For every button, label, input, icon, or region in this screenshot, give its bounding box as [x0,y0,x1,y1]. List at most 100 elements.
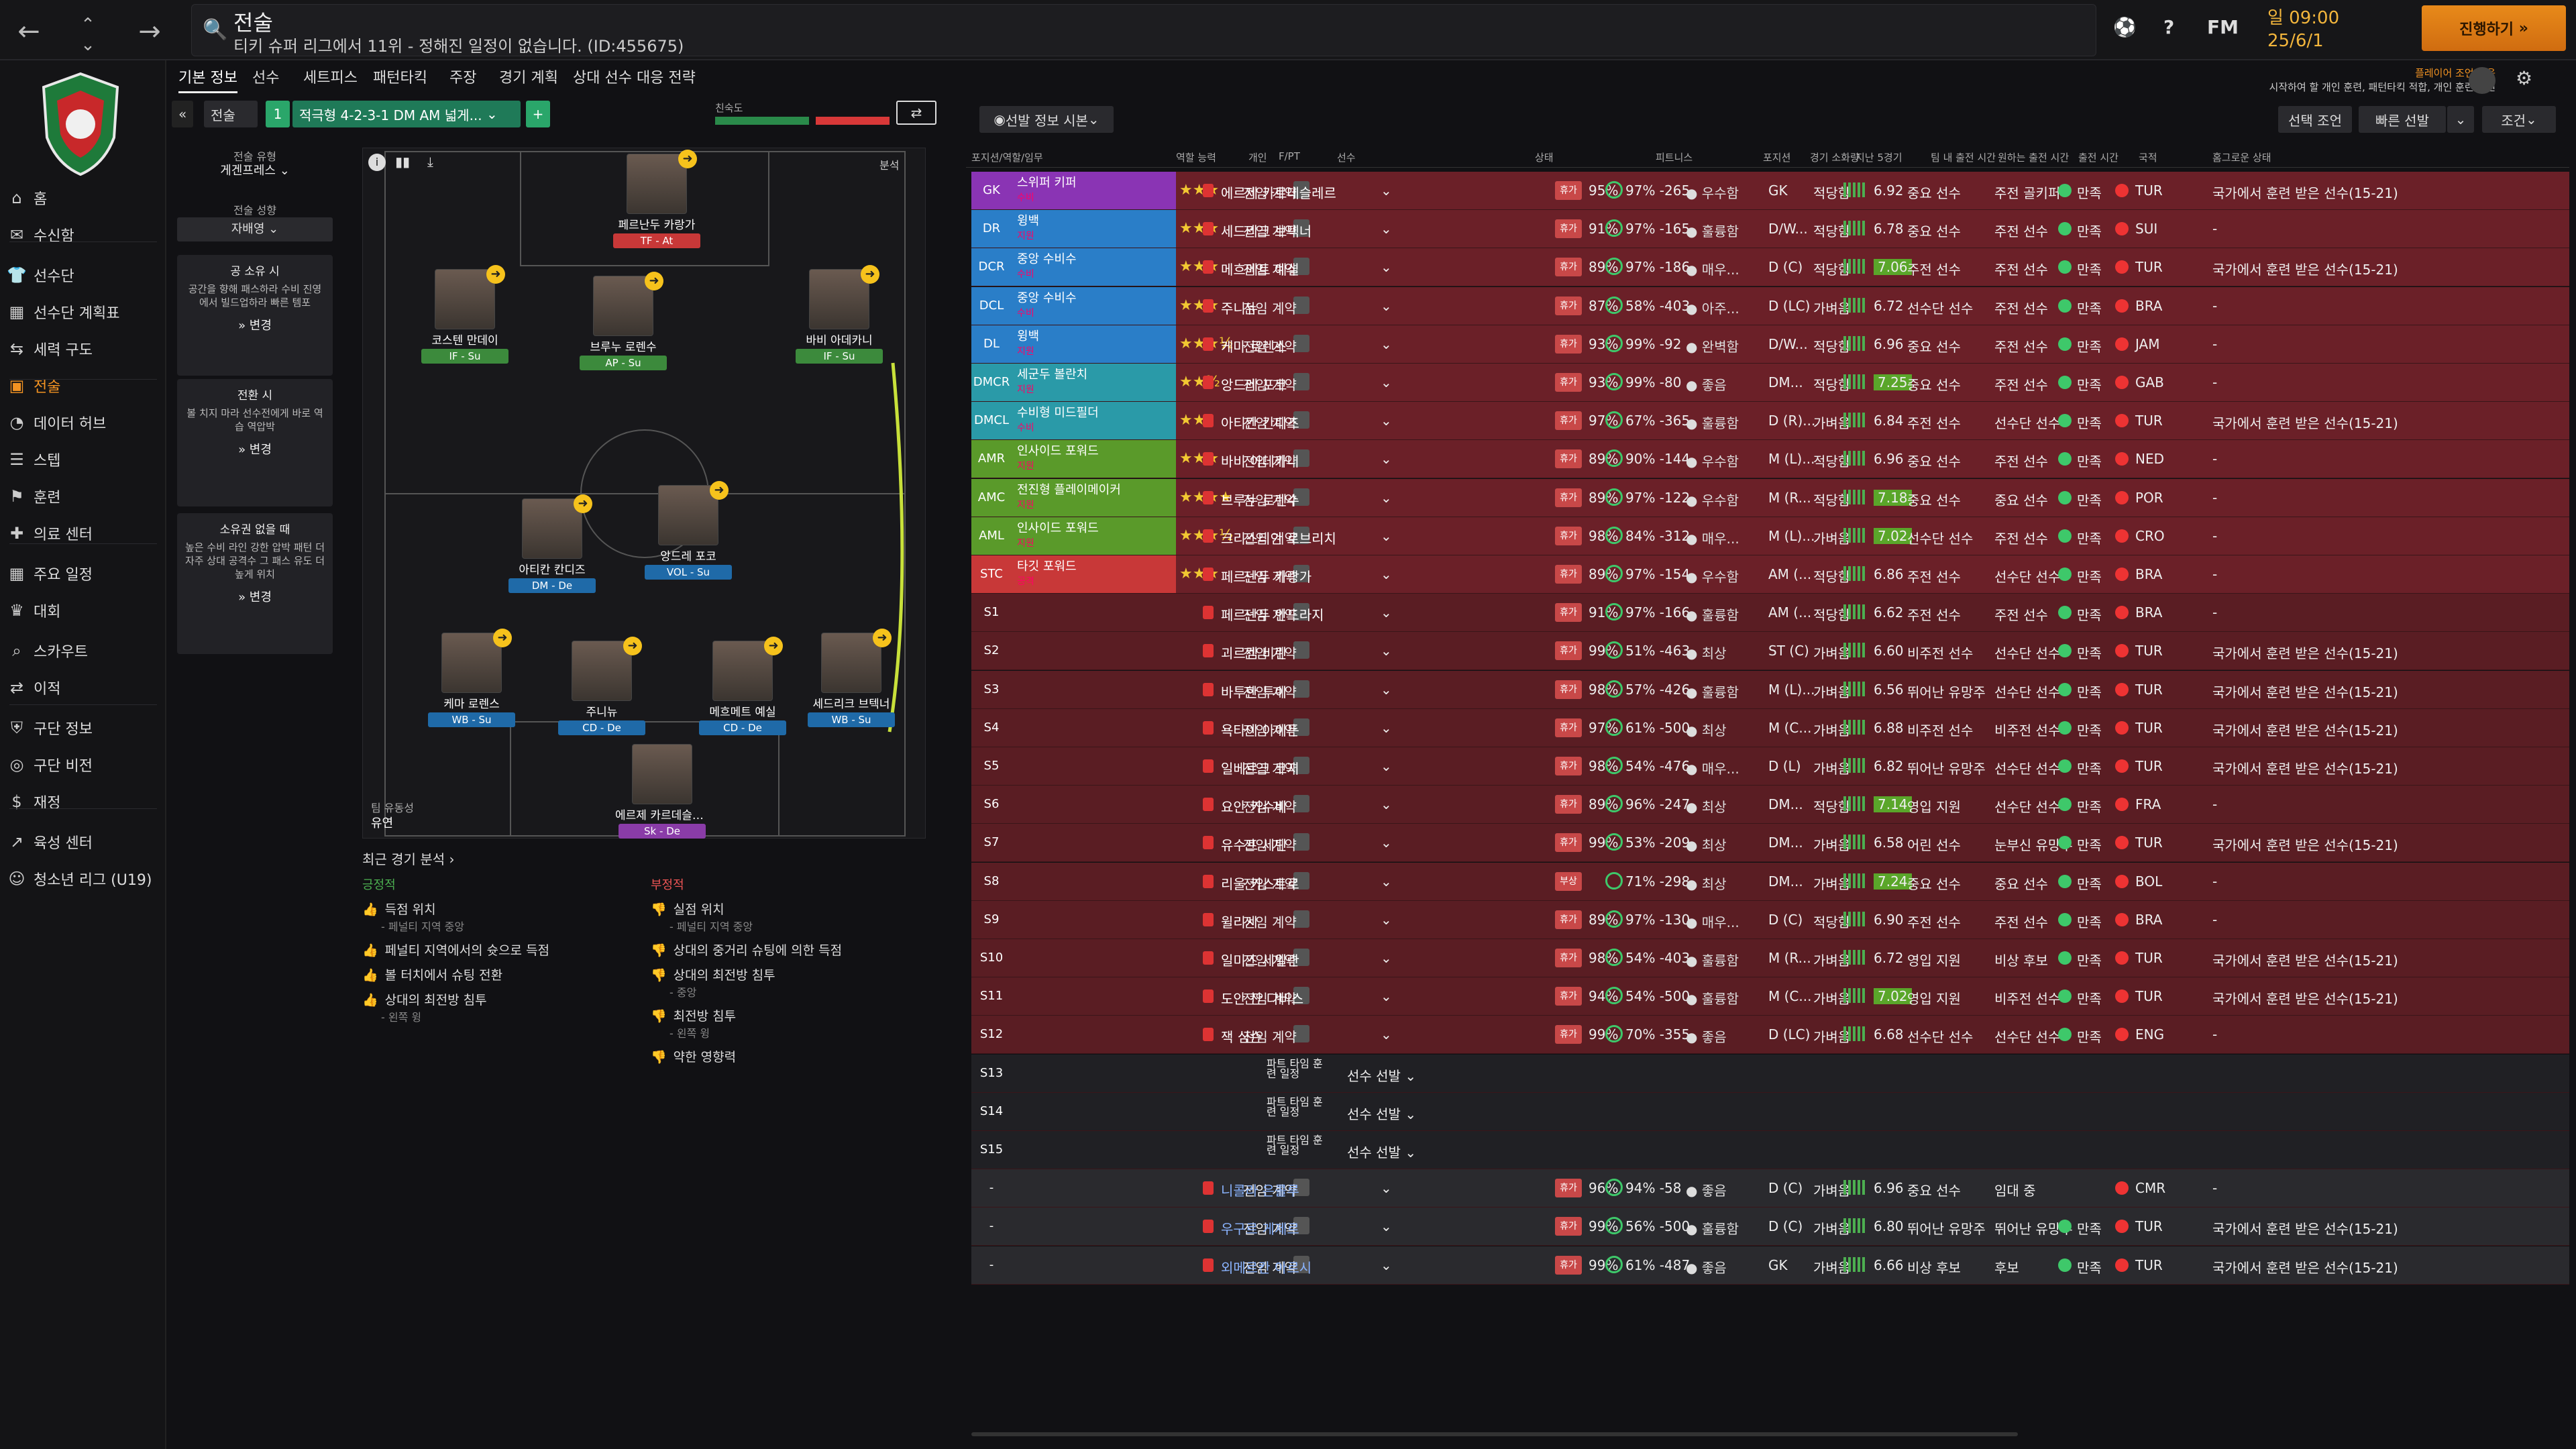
row-select-icon[interactable] [1293,718,1309,736]
conditions-button[interactable]: 조건 ⌄ [2482,106,2556,133]
row-select-icon[interactable] [1293,871,1309,890]
row-select-icon[interactable] [1293,1217,1309,1235]
mentality-select[interactable]: 자배영 ⌄ [177,217,333,241]
pitch-player[interactable]: ➜ 코스텐 만데이 IF - Su [418,265,512,364]
row-role[interactable]: 스위퍼 키퍼 수비 [1012,172,1176,209]
row-select-icon[interactable] [1293,565,1309,582]
pitch-player[interactable]: 에르제 카르데슬레르 Sk - De [615,744,709,839]
download-icon[interactable]: ⤓ [427,154,433,170]
sidebar-item[interactable]: ☺ 청소년 리그 (U19) [0,862,166,896]
row-select-icon[interactable] [1293,1255,1309,1273]
column-header[interactable]: 역할 능력 [1176,152,1216,164]
transition-change[interactable]: » 변경 [238,443,272,457]
row-dropdown-icon[interactable]: ⌄ [1381,1256,1392,1273]
row-dropdown-icon[interactable]: ⌄ [1381,1026,1392,1043]
player-name[interactable]: 바비 아데카니 [1221,453,1299,470]
in-possession-change[interactable]: » 변경 [238,319,272,333]
player-role[interactable]: CD - De [699,720,786,735]
table-row[interactable]: S14 파트 타임 훈련 일정 선수 선발 ⌄ [971,1092,2569,1131]
row-dropdown-icon[interactable]: ⌄ [1381,988,1392,1005]
sidebar-item[interactable]: ◔ 데이터 허브 [0,406,166,439]
row-select-icon[interactable] [1293,795,1309,813]
row-select-icon[interactable] [1293,526,1309,544]
sidebar-item[interactable]: ⛨ 구단 정보 [0,711,166,745]
in-possession-box[interactable]: 공 소유 시 공간을 향해 패스하라 수비 진영에서 빌드업하라 빠른 템포 »… [177,255,333,376]
tab-1[interactable]: 선수 [252,70,280,87]
player-name[interactable]: 우구르 게제르 [1221,1221,1299,1238]
row-dropdown-icon[interactable]: ⌄ [1381,451,1392,468]
row-dropdown-icon[interactable]: ⌄ [1381,221,1392,237]
row-dropdown-icon[interactable]: ⌄ [1381,182,1392,199]
pitch-player[interactable]: ➜ 앙드레 포코 VOL - Su [641,481,735,580]
row-dropdown-icon[interactable]: ⌄ [1381,950,1392,966]
style-value[interactable]: 게겐프레스 ⌄ [220,164,290,178]
player-role[interactable]: IF - Su [796,349,883,364]
row-dropdown-icon[interactable]: ⌄ [1381,489,1392,506]
row-dropdown-icon[interactable]: ⌄ [1381,835,1392,851]
player-name[interactable]: 외메르칸 아르시 [1221,1259,1312,1276]
row-select-icon[interactable] [1293,334,1309,352]
analysis-title[interactable]: 최근 경기 분석 › [362,851,455,867]
row-select-icon[interactable] [1293,258,1309,276]
player-name[interactable]: 도안 잔 다비스 [1221,991,1304,1008]
tactic-slot[interactable]: 1 [266,101,290,127]
player-instruction-icon[interactable]: ➜ [493,629,512,647]
table-row[interactable]: DR 윙백 지원 ★★★ 전임 계약 세드리크 브텍너 ⌄ 휴가 91% 97% -165 ● 훌륭… [971,210,2569,249]
player-role[interactable]: WB - Su [428,712,515,727]
sidebar-item[interactable]: ⌂ 홈 [0,181,166,215]
sidebar-item[interactable]: ▦ 주요 일정 [0,557,166,590]
table-row[interactable]: S15 파트 타임 훈련 일정 선수 선발 ⌄ [971,1131,2569,1169]
ball-icon[interactable]: ⚽ [2113,16,2137,38]
player-instruction-icon[interactable]: ➜ [764,637,783,655]
row-select-icon[interactable] [1293,757,1309,774]
player-name[interactable]: 일베르크 코지 [1221,761,1299,777]
row-dropdown-icon[interactable]: ⌄ [1381,911,1392,928]
player-instruction-icon[interactable]: ➜ [645,272,663,290]
sidebar-item[interactable]: ✚ 의료 센터 [0,517,166,550]
pitch-player[interactable]: ➜ 페르난두 카랑가 TF - At [610,150,704,248]
sidebar-item[interactable]: ⌕ 스카우트 [0,634,166,667]
player-name[interactable]: 바투한 투이 [1221,684,1287,700]
row-select-icon[interactable] [1293,181,1309,199]
collapse-icon[interactable]: « [172,101,193,127]
sidebar-item[interactable]: ↗ 육성 센터 [0,825,166,859]
row-dropdown-icon[interactable]: ⌄ [1381,796,1392,813]
column-header[interactable]: 경기 소화량 [1810,152,1860,164]
column-header[interactable]: 선수 [1337,152,1356,164]
tab-5[interactable]: 경기 계획 [499,70,558,87]
advice-button[interactable]: 선택 조언 [2278,106,2352,133]
table-row[interactable]: AMR 인사이드 포워드 지원 ★★★ 전임 계약 바비 아데카니 ⌄ 휴가 89% 90% -1… [971,440,2569,479]
row-role[interactable]: 인사이드 포워드 지원 [1012,517,1176,555]
player-name[interactable]: 크리스티안 로브리치 [1221,530,1336,547]
table-row[interactable]: STC 타깃 포워드 공격 ★★★ 전임 계약 페르난두 카랑가 ⌄ 휴가 89% 97% -15… [971,555,2569,594]
row-dropdown-icon[interactable]: ⌄ [1381,413,1392,429]
column-header[interactable]: 포지션 [1763,152,1791,164]
row-dropdown-icon[interactable]: ⌄ [1381,873,1392,890]
table-row[interactable]: GK 스위퍼 키퍼 수비 ★★★ 전임 계약 에르제 카르데슬레르 ⌄ 휴가 95% 97% -2… [971,172,2569,210]
player-instruction-icon[interactable]: ➜ [486,265,505,284]
row-role[interactable]: 세군두 볼란치 지원 [1012,364,1176,401]
player-name[interactable]: 윌리시 [1221,914,1258,930]
sidebar-item[interactable]: ▣ 전술 [0,369,166,402]
player-name[interactable]: 에르제 카르데슬레르 [1221,185,1336,201]
transition-box[interactable]: 전환 시 볼 치지 마라 선수전에게 바로 역습 역압박 » 변경 [177,379,333,506]
row-role[interactable]: 인사이드 포워드 지원 [1012,440,1176,478]
add-tactic-button[interactable]: + [526,101,550,127]
out-possession-box[interactable]: 소유권 없을 때 높은 수비 라인 강한 압박 패턴 더 자주 상대 공격수 그… [177,513,333,654]
select-player-dropdown[interactable]: 선수 선발 ⌄ [1347,1106,1417,1122]
row-dropdown-icon[interactable]: ⌄ [1381,566,1392,582]
pitch-player[interactable]: ➜ 바비 아데카니 IF - Su [792,265,886,364]
row-dropdown-icon[interactable]: ⌄ [1381,1180,1392,1197]
tab-4[interactable]: 주장 [449,70,477,87]
row-dropdown-icon[interactable]: ⌄ [1381,604,1392,621]
sidebar-item[interactable]: ☰ 스텝 [0,443,166,476]
row-select-icon[interactable] [1293,680,1309,698]
